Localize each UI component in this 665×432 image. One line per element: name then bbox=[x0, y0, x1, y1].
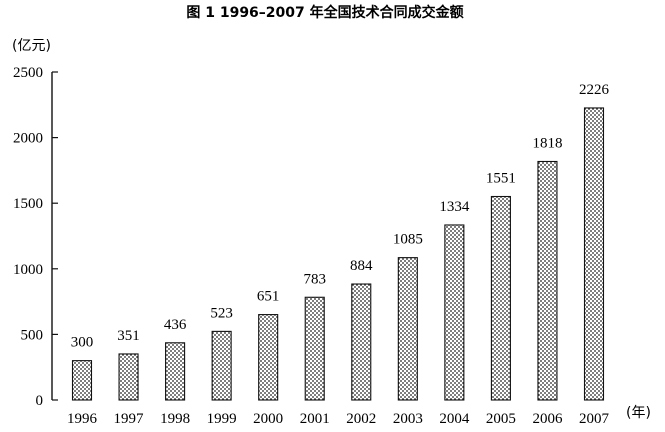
y-tick-label: 0 bbox=[36, 393, 44, 409]
x-tick-label-2005: 2005 bbox=[486, 411, 516, 427]
y-tick-label: 2500 bbox=[13, 65, 43, 81]
data-label-2006: 1818 bbox=[532, 135, 562, 151]
bar-2000 bbox=[258, 314, 279, 401]
data-label-2005: 1551 bbox=[486, 171, 516, 187]
x-tick-label-2007: 2007 bbox=[579, 411, 610, 427]
x-tick-label-2003: 2003 bbox=[393, 411, 423, 427]
bar-2003 bbox=[397, 257, 418, 401]
bar-2006 bbox=[537, 160, 558, 401]
y-axis-ticks: 0 500 1000 1500 2000 2500 bbox=[13, 65, 58, 409]
x-axis-tick-labels: 1996 1997 1998 1999 2000 2001 2002 2003 2004 2005… bbox=[67, 411, 610, 427]
bar-2005 bbox=[490, 195, 511, 401]
data-label-1996: 300 bbox=[71, 335, 94, 351]
bar-2007 bbox=[583, 107, 605, 401]
bars: 300 351 436 523 651 783 884 1085 1334 1551 1818 222… bbox=[71, 82, 610, 401]
bar-2001 bbox=[304, 296, 325, 401]
bar-1996 bbox=[71, 360, 93, 401]
y-tick-label: 1500 bbox=[13, 196, 43, 212]
y-tick-label: 2000 bbox=[13, 131, 43, 147]
x-tick-label-2004: 2004 bbox=[439, 411, 470, 427]
data-label-2000: 651 bbox=[257, 289, 280, 305]
data-label-1997: 351 bbox=[117, 328, 140, 344]
data-label-1998: 436 bbox=[164, 317, 187, 333]
y-tick-label: 1000 bbox=[13, 262, 43, 278]
x-tick-label-1998: 1998 bbox=[160, 411, 190, 427]
data-label-1999: 523 bbox=[210, 305, 233, 321]
x-tick-label-1997: 1997 bbox=[114, 411, 145, 427]
y-tick-label: 500 bbox=[21, 327, 44, 343]
data-label-2004: 1334 bbox=[439, 199, 470, 215]
chart-title: 图 1 1996–2007 年全国技术合同成交金额 bbox=[186, 4, 463, 21]
x-tick-label-2002: 2002 bbox=[346, 411, 376, 427]
x-tick-label-1999: 1999 bbox=[207, 411, 237, 427]
y-axis-unit-label: (亿元) bbox=[12, 38, 51, 54]
x-tick-label-2006: 2006 bbox=[532, 411, 563, 427]
bar-2002 bbox=[351, 283, 372, 401]
bar-1997 bbox=[118, 353, 139, 401]
data-label-2003: 1085 bbox=[393, 232, 423, 248]
bar-2004 bbox=[444, 224, 465, 401]
bar-1999 bbox=[211, 330, 232, 401]
data-label-2002: 884 bbox=[350, 258, 373, 274]
x-tick-label-1996: 1996 bbox=[67, 411, 98, 427]
data-label-2007: 2226 bbox=[579, 82, 610, 98]
x-tick-label-2000: 2000 bbox=[253, 411, 283, 427]
x-tick-label-2001: 2001 bbox=[300, 411, 330, 427]
data-label-2001: 783 bbox=[303, 271, 326, 287]
x-axis-unit-label: (年) bbox=[626, 405, 651, 421]
bar-1998 bbox=[165, 342, 186, 401]
